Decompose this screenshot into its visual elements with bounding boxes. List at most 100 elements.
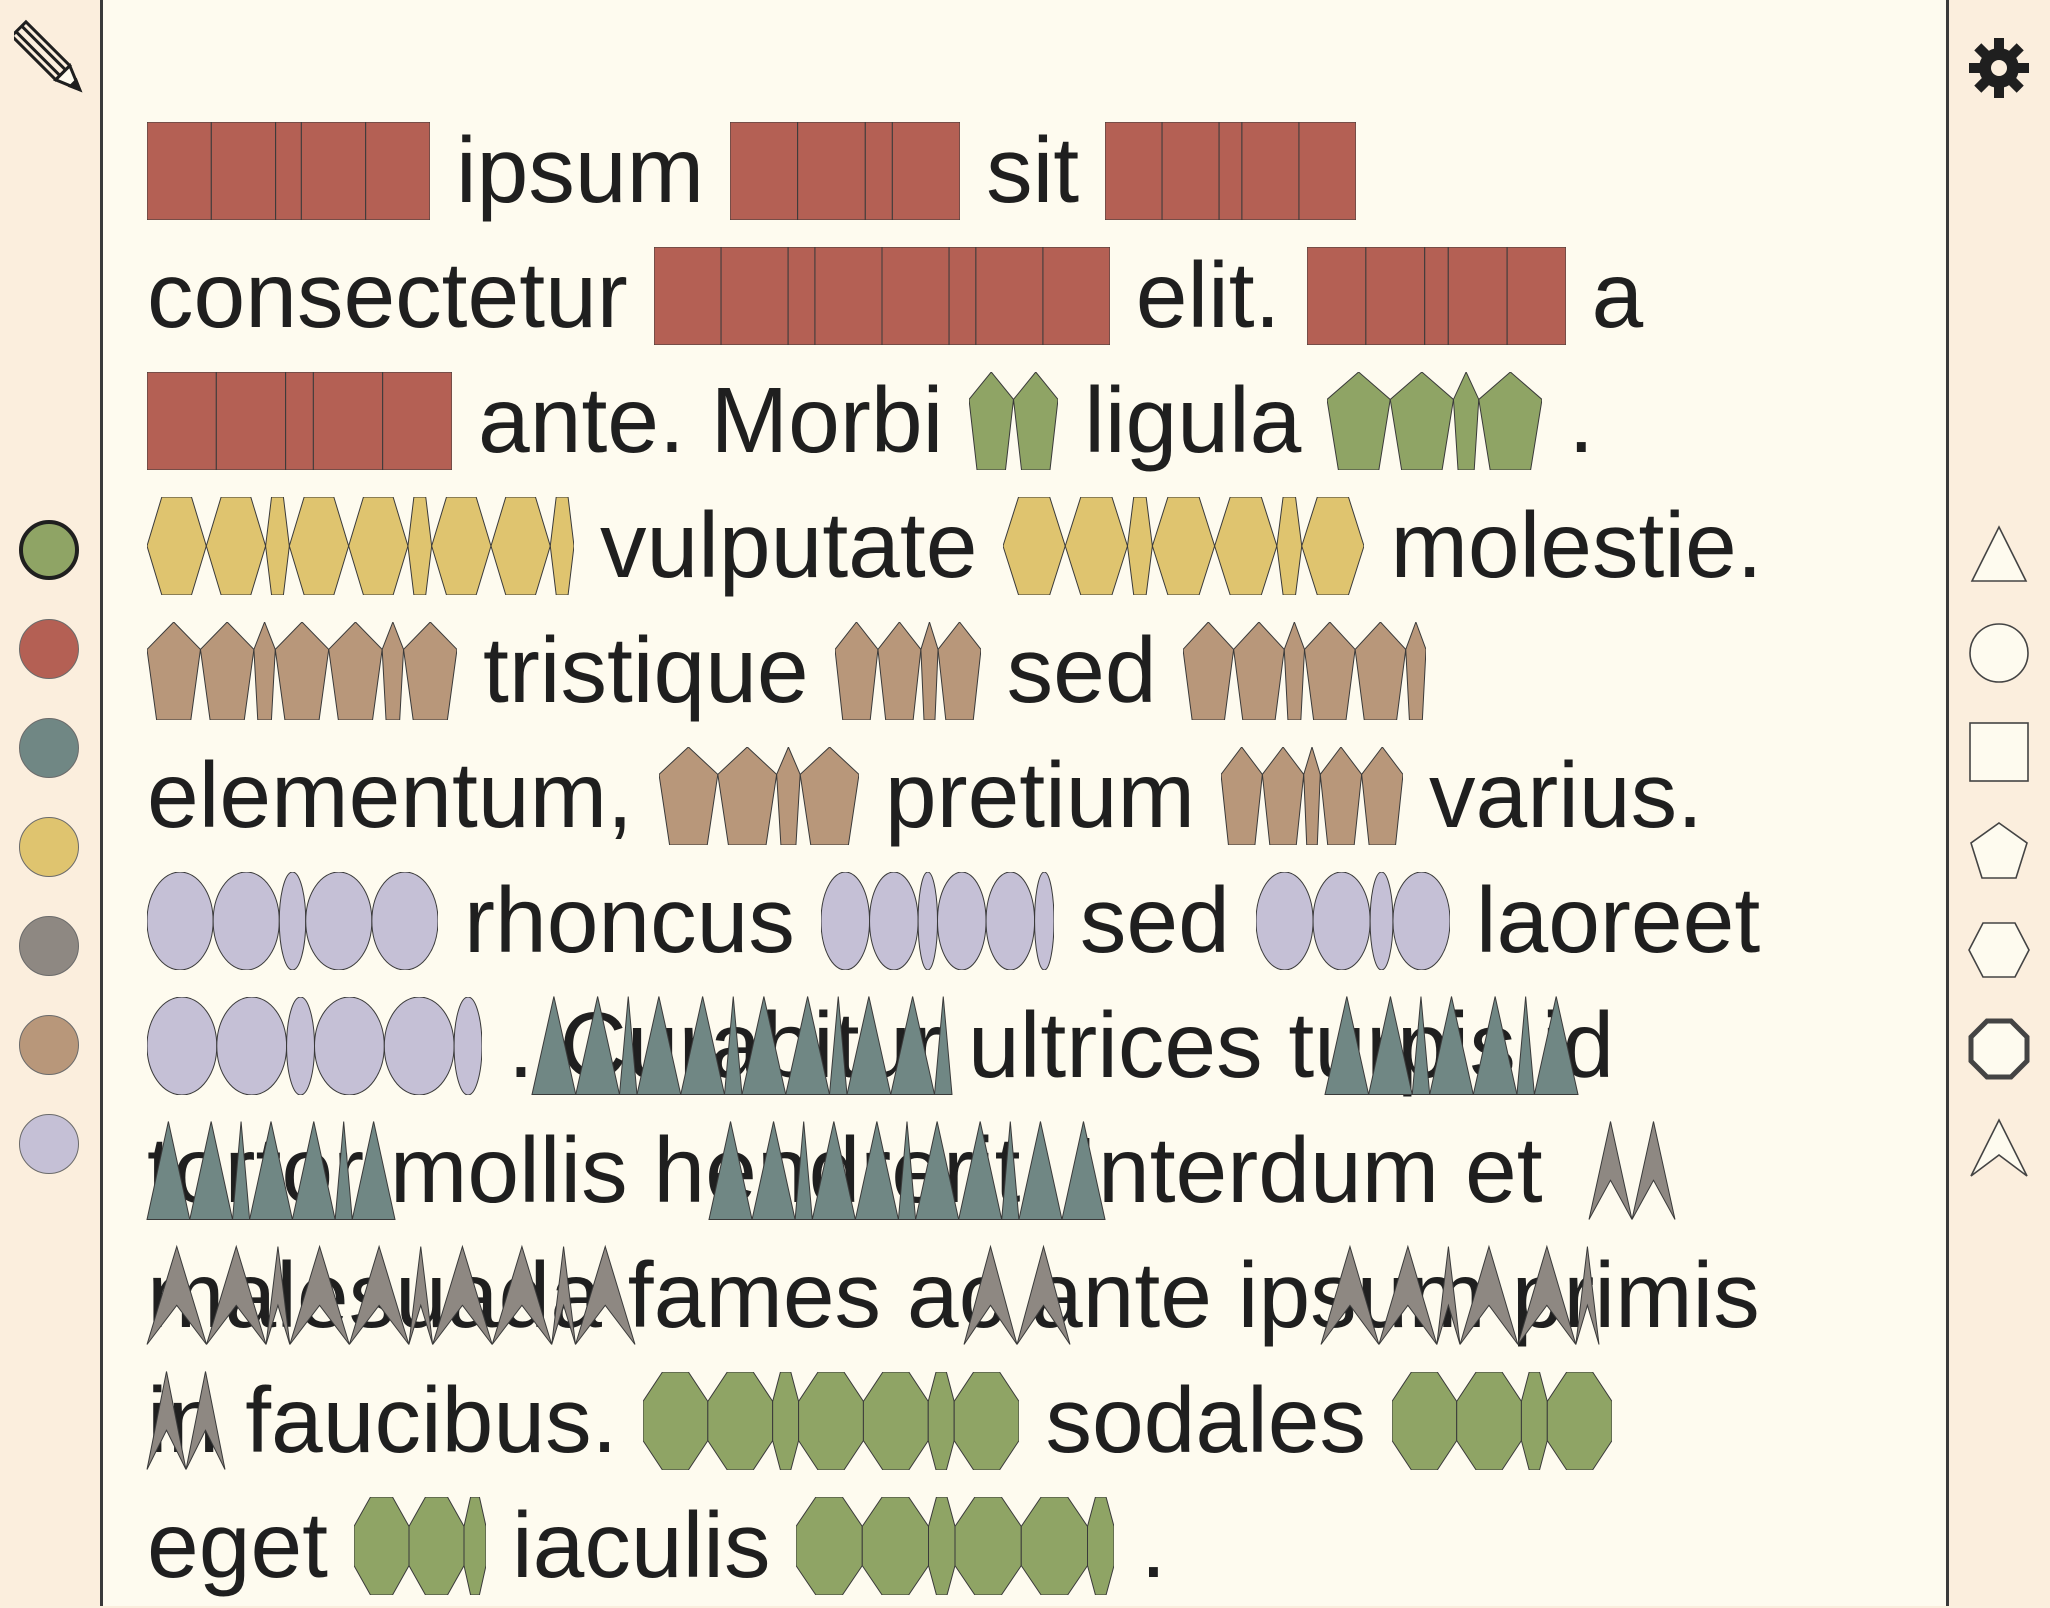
square-icon[interactable] [1966, 719, 2032, 785]
color-swatch-lavender[interactable] [19, 1114, 79, 1174]
pentagon-shape[interactable] [1013, 371, 1059, 470]
hexagon-shape[interactable] [431, 496, 492, 595]
rectangle-shape[interactable] [1306, 246, 1366, 345]
octagon-shape[interactable] [1520, 1371, 1548, 1470]
circle-icon[interactable] [1966, 620, 2032, 686]
ellipse-shape[interactable] [1033, 871, 1054, 970]
rectangle-shape[interactable] [948, 246, 977, 345]
pentagon-shape[interactable] [1261, 746, 1305, 845]
rectangle-shape[interactable] [210, 121, 277, 220]
shape-obstacle[interactable] [653, 246, 1110, 345]
ellipse-shape[interactable] [314, 996, 385, 1095]
rectangle-shape[interactable] [787, 246, 816, 345]
octagon-shape[interactable] [1456, 1371, 1522, 1470]
pentagon-shape[interactable] [274, 621, 330, 720]
rectangle-shape[interactable] [720, 246, 789, 345]
octagon-shape[interactable] [463, 1496, 487, 1595]
ellipse-shape[interactable] [278, 871, 307, 970]
ellipse-shape[interactable] [985, 871, 1035, 970]
pentagon-shape[interactable] [1182, 621, 1234, 720]
rectangle-shape[interactable] [797, 121, 866, 220]
ellipse-shape[interactable] [147, 871, 214, 970]
pencil-icon[interactable] [9, 18, 86, 102]
octagon-shape[interactable] [863, 1371, 930, 1470]
octagon-shape[interactable] [772, 1371, 800, 1470]
shape-obstacle[interactable] [1255, 871, 1450, 970]
pentagon-shape[interactable] [1283, 621, 1305, 720]
rectangle-shape[interactable] [300, 121, 367, 220]
shape-obstacle[interactable] [1221, 746, 1403, 845]
rectangle-shape[interactable] [1241, 121, 1300, 220]
rectangle-shape[interactable] [147, 371, 217, 470]
ellipse-shape[interactable] [1312, 871, 1371, 970]
rectangle-shape[interactable] [382, 371, 452, 470]
rectangle-shape[interactable] [1161, 121, 1220, 220]
pentagon-shape[interactable] [717, 746, 778, 845]
shape-obstacle[interactable] [730, 121, 961, 220]
shape-obstacle[interactable] [147, 871, 438, 970]
shape-obstacle[interactable] [147, 621, 457, 720]
ellipse-shape[interactable] [305, 871, 373, 970]
shape-obstacle[interactable] [834, 621, 981, 720]
octagon-icon[interactable] [1966, 1016, 2032, 1082]
color-swatch-brown[interactable] [19, 1015, 79, 1075]
octagon-shape[interactable] [954, 1371, 1020, 1470]
hexagon-shape[interactable] [205, 496, 267, 595]
rectangle-shape[interactable] [1042, 246, 1110, 345]
hexagon-shape[interactable] [1127, 496, 1154, 595]
hexagon-shape[interactable] [288, 496, 350, 595]
color-swatch-teal[interactable] [19, 718, 79, 778]
pentagon-shape[interactable] [403, 621, 457, 720]
octagon-shape[interactable] [1087, 1496, 1115, 1595]
hexagon-icon[interactable] [1966, 917, 2032, 983]
rectangle-shape[interactable] [1364, 246, 1425, 345]
hexagon-shape[interactable] [1003, 496, 1067, 595]
rectangle-shape[interactable] [1447, 246, 1508, 345]
hexagon-shape[interactable] [265, 496, 290, 595]
arrowhead-icon[interactable] [1966, 1115, 2032, 1181]
rectangle-shape[interactable] [275, 121, 302, 220]
rectangle-shape[interactable] [864, 121, 893, 220]
ellipse-shape[interactable] [286, 996, 315, 1095]
pentagon-shape[interactable] [1327, 371, 1392, 470]
pentagon-shape[interactable] [1303, 621, 1356, 720]
pentagon-shape[interactable] [1232, 621, 1285, 720]
triangle-icon[interactable] [1966, 521, 2032, 587]
shape-obstacle[interactable] [969, 371, 1059, 470]
rectangle-shape[interactable] [1506, 246, 1566, 345]
pentagon-shape[interactable] [381, 621, 405, 720]
shape-obstacle[interactable] [1003, 496, 1365, 595]
pentagon-shape[interactable] [834, 621, 879, 720]
shape-obstacle[interactable] [820, 871, 1054, 970]
pentagon-shape[interactable] [1354, 621, 1406, 720]
shape-obstacle[interactable] [147, 121, 430, 220]
ellipse-shape[interactable] [1369, 871, 1394, 970]
pentagon-shape[interactable] [658, 746, 719, 845]
pentagon-shape[interactable] [1361, 746, 1403, 845]
ellipse-shape[interactable] [820, 871, 870, 970]
rectangle-shape[interactable] [1218, 121, 1243, 220]
hexagon-shape[interactable] [348, 496, 409, 595]
rectangle-shape[interactable] [312, 371, 384, 470]
octagon-shape[interactable] [1546, 1371, 1613, 1470]
pentagon-shape[interactable] [147, 621, 201, 720]
ellipse-shape[interactable] [383, 996, 455, 1095]
ellipse-shape[interactable] [371, 871, 438, 970]
hexagon-shape[interactable] [1152, 496, 1216, 595]
rectangle-shape[interactable] [147, 121, 212, 220]
shape-obstacle[interactable] [1392, 1371, 1613, 1470]
pentagon-shape[interactable] [1478, 371, 1543, 470]
rectangle-shape[interactable] [814, 246, 883, 345]
ellipse-shape[interactable] [212, 871, 280, 970]
rectangle-shape[interactable] [1298, 121, 1357, 220]
octagon-shape[interactable] [796, 1496, 864, 1595]
ellipse-shape[interactable] [868, 871, 919, 970]
ellipse-shape[interactable] [453, 996, 482, 1095]
octagon-shape[interactable] [1392, 1371, 1458, 1470]
shape-obstacle[interactable] [147, 496, 574, 595]
pentagon-shape[interactable] [920, 621, 939, 720]
pentagon-shape[interactable] [799, 746, 859, 845]
ellipse-shape[interactable] [147, 996, 218, 1095]
rectangle-shape[interactable] [891, 121, 961, 220]
ellipse-shape[interactable] [1392, 871, 1450, 970]
